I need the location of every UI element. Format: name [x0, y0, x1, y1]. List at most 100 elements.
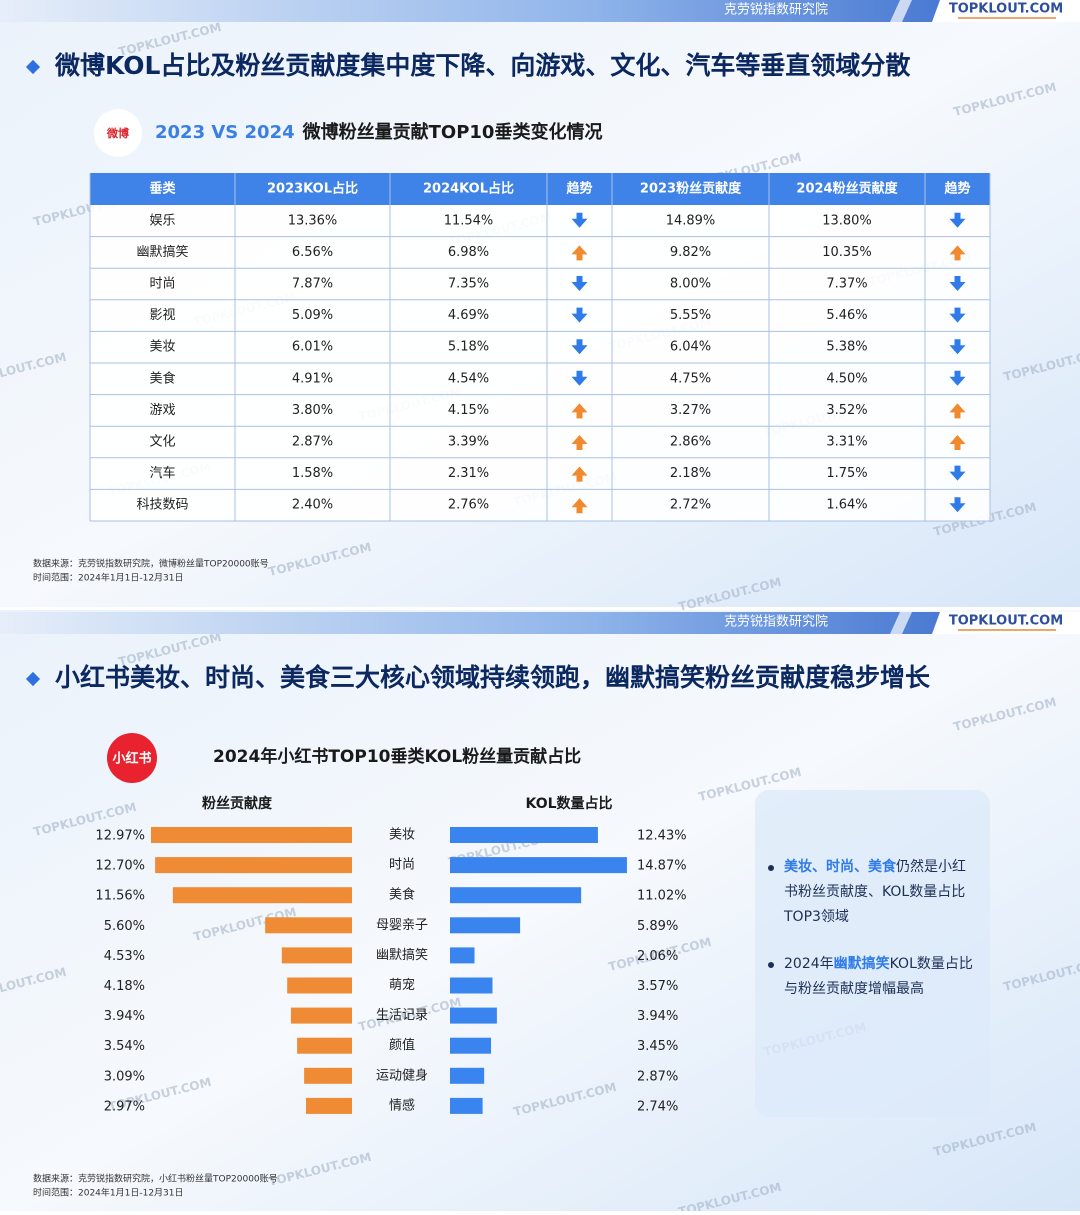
trend-arrow: [571, 212, 588, 228]
table-cell: 11.54%: [444, 213, 494, 228]
table-cell: 4.91%: [292, 371, 333, 386]
table-cell: 5.55%: [670, 308, 711, 323]
bullet: 2024年幽默搞笑KOL数量占比与粉丝贡献度增幅最高: [768, 952, 978, 1002]
bullet: 美妆、时尚、美食仍然是小红书粉丝贡献度、KOL数量占比TOP3领域: [768, 855, 978, 930]
trend-arrow: [571, 307, 588, 323]
header-logo-panel: [932, 612, 1080, 634]
header-org: 克劳锐指数研究院: [724, 614, 828, 630]
trend-arrow: [949, 339, 966, 355]
table-cell: 5.46%: [826, 308, 867, 323]
bar: [450, 1007, 497, 1024]
bullet-list: 美妆、时尚、美食仍然是小红书粉丝贡献度、KOL数量占比TOP3领域 2024年幽默…: [768, 855, 978, 1002]
trend-arrow: [571, 370, 588, 386]
trend-arrow: [949, 276, 966, 291]
column-header: 垂类: [149, 181, 176, 197]
subtitle: 2023 VS 2024 微博粉丝量贡献TOP10垂类变化情况: [155, 121, 602, 143]
chart-title: 2024年小红书TOP10垂类KOL粉丝量贡献占比: [213, 746, 581, 767]
value-label: 3.09%: [104, 1069, 145, 1084]
bar: [450, 1097, 483, 1114]
category-label: 生活记录: [376, 1008, 428, 1023]
xhs-logo: [107, 733, 157, 783]
source-note: 数据来源：克劳锐指数研究院，微博粉丝量TOP20000账号: [33, 558, 269, 570]
value-label: 3.45%: [637, 1039, 678, 1054]
value-label: 3.94%: [637, 1009, 678, 1024]
table-cell: 美妆: [149, 340, 175, 355]
header-band: [0, 612, 1080, 634]
category-label: 美妆: [389, 828, 415, 843]
table-cell: 科技数码: [136, 498, 188, 513]
bar: [172, 887, 352, 904]
trend-arrow: [949, 403, 966, 419]
bullet-text: 2024年: [784, 956, 834, 972]
table-cell: 3.52%: [826, 403, 867, 418]
table-cell: 2.18%: [670, 466, 711, 481]
value-label: 2.74%: [637, 1099, 678, 1114]
trend-arrow: [949, 497, 966, 513]
table-cell: 影视: [149, 308, 175, 323]
bar: [304, 1067, 352, 1084]
bar: [281, 947, 352, 964]
table-cell: 6.04%: [670, 340, 711, 355]
table-cell: 4.15%: [448, 403, 489, 418]
trend-arrow: [949, 307, 966, 323]
trend-arrow: [571, 339, 588, 355]
table-cell: 5.18%: [448, 340, 489, 355]
table-cell: 3.39%: [448, 435, 489, 450]
bar: [287, 977, 352, 994]
table-cell: 6.56%: [292, 245, 333, 260]
value-label: 5.60%: [104, 919, 145, 934]
table-cell: 幽默搞笑: [136, 244, 188, 260]
table-cell: 2.72%: [670, 498, 711, 513]
table-cell: 文化: [149, 435, 175, 450]
table-cell: 4.50%: [826, 371, 867, 386]
trend-arrow: [949, 435, 966, 450]
source-note: 数据来源：克劳锐指数研究院，小红书粉丝量TOP20000账号: [33, 1173, 278, 1185]
bar: [305, 1097, 352, 1114]
table-cell: 7.35%: [448, 277, 489, 292]
value-label: 4.18%: [104, 979, 145, 994]
header-org: 克劳锐指数研究院: [724, 2, 828, 18]
series-name: 粉丝贡献度: [202, 795, 273, 812]
source-note: 时间范围：2024年1月1日-12月31日: [33, 1187, 184, 1199]
source-note: 时间范围：2024年1月1日-12月31日: [33, 572, 184, 584]
bar: [450, 1037, 492, 1054]
table-cell: 13.36%: [288, 213, 338, 228]
bar: [450, 1067, 485, 1084]
subtitle-text: 微博粉丝量贡献TOP10垂类变化情况: [302, 121, 603, 143]
bar: [297, 1037, 352, 1054]
bar: [150, 827, 352, 843]
trend-arrow: [571, 245, 588, 261]
category-label: 萌宠: [389, 977, 415, 993]
subtitle-highlight: 2023 VS 2024: [155, 122, 295, 143]
column-header: 2024KOL占比: [423, 181, 514, 197]
table-cell: 1.64%: [826, 498, 867, 513]
table-cell: 6.98%: [448, 245, 489, 260]
table-cell: 1.58%: [292, 466, 333, 481]
bar: [265, 917, 352, 934]
value-label: 3.57%: [637, 979, 678, 994]
slide-title: 小红书美妆、时尚、美食三大核心领域持续领跑，幽默搞笑粉丝贡献度稳步增长: [55, 663, 931, 692]
bullet-text: 幽默搞笑: [833, 956, 890, 972]
trend-arrow: [949, 465, 966, 481]
column-header: 2023KOL占比: [267, 181, 358, 197]
value-label: 12.43%: [637, 829, 687, 844]
bullet-area: 美妆、时尚、美食仍然是小红书粉丝贡献度、KOL数量占比TOP3领域 2024年幽默…: [768, 855, 978, 1002]
header-stripe: [890, 612, 912, 634]
value-label: 2.97%: [104, 1099, 145, 1114]
trend-arrow: [571, 276, 588, 291]
value-label: 12.70%: [95, 859, 145, 874]
value-label: 12.97%: [95, 829, 145, 844]
header-brand: TOPKLOUT.COM: [949, 614, 1063, 629]
table-cell: 3.27%: [670, 403, 711, 418]
logo-text: 微博: [106, 126, 129, 140]
trend-arrow: [949, 370, 966, 386]
bar: [290, 1007, 352, 1024]
bullet-text: 美妆、时尚、美食: [784, 859, 896, 875]
table-cell: 13.80%: [822, 213, 872, 228]
bar: [450, 857, 627, 874]
table-cell: 3.31%: [826, 435, 867, 450]
bullet-box: [755, 790, 990, 1117]
table-cell: 10.35%: [822, 245, 872, 260]
